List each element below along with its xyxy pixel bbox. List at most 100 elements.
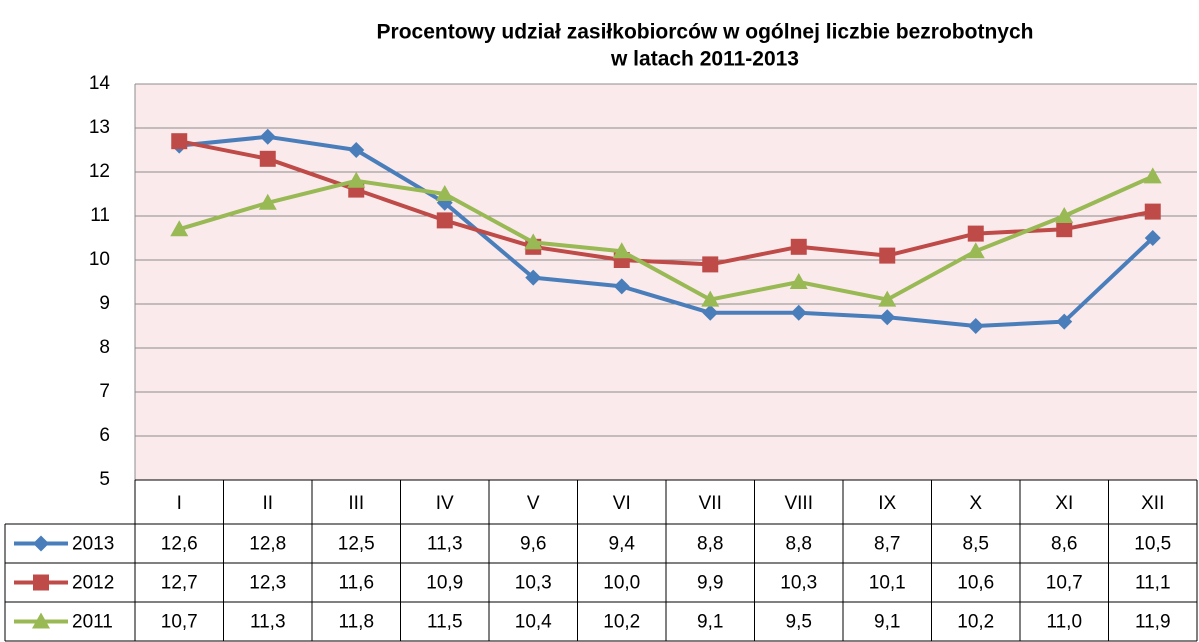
marker bbox=[878, 290, 897, 307]
marker bbox=[790, 304, 807, 321]
marker bbox=[1056, 221, 1073, 238]
marker bbox=[525, 269, 542, 286]
marker bbox=[1144, 203, 1161, 220]
marker bbox=[613, 278, 630, 295]
data-label: 12,3 bbox=[249, 573, 286, 594]
x-tick-label: II bbox=[262, 493, 273, 514]
data-label: 9,1 bbox=[697, 612, 723, 633]
series-line bbox=[178, 174, 1154, 302]
y-tick-label: 9 bbox=[99, 293, 110, 314]
x-tick-label: X bbox=[969, 493, 982, 514]
data-label: 8,7 bbox=[874, 534, 900, 555]
data-label: 10,5 bbox=[1134, 534, 1171, 555]
data-label: 10,4 bbox=[515, 612, 552, 633]
x-tick-label: IV bbox=[436, 493, 454, 514]
data-label: 10,7 bbox=[161, 612, 198, 633]
marker bbox=[967, 318, 984, 334]
marker bbox=[32, 612, 50, 629]
marker bbox=[879, 309, 896, 326]
chart-title: w latach 2011-2013 bbox=[610, 48, 799, 71]
data-label: 10,1 bbox=[869, 573, 906, 594]
data-label: 11,0 bbox=[1046, 612, 1082, 633]
y-tick-label: 8 bbox=[99, 337, 110, 358]
data-label: 9,6 bbox=[520, 534, 546, 555]
y-tick-label: 6 bbox=[99, 425, 110, 446]
data-label: 9,4 bbox=[609, 534, 636, 555]
marker bbox=[1143, 167, 1162, 184]
marker bbox=[259, 128, 276, 145]
series-line bbox=[179, 134, 1155, 328]
chart-title: Procentowy udział zasiłkobiorców w ogóln… bbox=[377, 21, 1034, 44]
data-label: 9,9 bbox=[697, 573, 723, 594]
data-label: 11,3 bbox=[250, 612, 286, 633]
x-tick-label: VII bbox=[699, 493, 722, 514]
marker bbox=[347, 171, 366, 188]
data-label: 12,7 bbox=[161, 573, 198, 594]
data-label: 11,1 bbox=[1135, 573, 1171, 594]
y-tick-label: 11 bbox=[90, 205, 110, 226]
marker bbox=[879, 247, 896, 264]
marker bbox=[1056, 313, 1073, 330]
marker bbox=[702, 304, 719, 321]
x-tick-label: XI bbox=[1055, 493, 1073, 514]
x-tick-label: VI bbox=[613, 493, 631, 514]
y-tick-label: 7 bbox=[99, 381, 110, 402]
data-label: 10,0 bbox=[603, 573, 640, 594]
marker bbox=[436, 212, 453, 229]
data-label: 10,2 bbox=[603, 612, 640, 633]
y-tick-label: 10 bbox=[89, 249, 110, 270]
marker bbox=[702, 256, 719, 273]
data-label: 8,8 bbox=[786, 534, 812, 555]
marker bbox=[524, 233, 543, 250]
data-label: 9,5 bbox=[786, 612, 812, 633]
legend-label: 2013 bbox=[72, 534, 114, 555]
data-label: 10,6 bbox=[957, 573, 994, 594]
marker bbox=[33, 535, 49, 552]
data-label: 11,3 bbox=[427, 534, 463, 555]
marker bbox=[259, 150, 276, 167]
marker bbox=[790, 238, 807, 255]
y-tick-label: 5 bbox=[99, 469, 110, 490]
x-tick-label: IX bbox=[878, 493, 896, 514]
marker bbox=[170, 220, 189, 237]
x-tick-label: III bbox=[348, 493, 364, 514]
data-label: 8,8 bbox=[697, 534, 723, 555]
data-label: 9,1 bbox=[874, 612, 900, 633]
y-tick-label: 14 bbox=[89, 73, 111, 94]
plot-area bbox=[135, 84, 1197, 480]
data-label: 12,6 bbox=[161, 534, 198, 555]
marker bbox=[1144, 230, 1161, 246]
marker bbox=[258, 193, 277, 210]
data-label: 12,8 bbox=[249, 534, 286, 555]
data-label: 8,5 bbox=[963, 534, 989, 555]
x-tick-label: VIII bbox=[784, 493, 813, 514]
data-label: 10,7 bbox=[1046, 573, 1083, 594]
data-label: 11,9 bbox=[1135, 612, 1171, 633]
marker bbox=[612, 242, 631, 259]
data-label: 12,5 bbox=[338, 534, 375, 555]
data-label: 10,2 bbox=[957, 612, 994, 633]
data-label: 11,6 bbox=[338, 573, 374, 594]
x-tick-label: V bbox=[527, 493, 540, 514]
marker bbox=[435, 185, 454, 201]
legend-label: 2011 bbox=[72, 612, 113, 633]
marker bbox=[171, 133, 188, 150]
y-tick-label: 13 bbox=[89, 117, 110, 138]
y-tick-label: 12 bbox=[89, 161, 110, 182]
marker bbox=[701, 290, 720, 307]
data-label: 8,6 bbox=[1051, 534, 1077, 555]
x-tick-label: I bbox=[177, 493, 182, 514]
data-label: 11,8 bbox=[338, 612, 374, 633]
data-label: 10,3 bbox=[780, 573, 817, 594]
legend-label: 2012 bbox=[72, 573, 114, 594]
data-label: 10,9 bbox=[426, 573, 463, 594]
marker bbox=[348, 142, 365, 158]
marker bbox=[967, 225, 984, 242]
marker bbox=[966, 242, 985, 259]
data-label: 10,3 bbox=[515, 573, 552, 594]
marker bbox=[789, 273, 808, 289]
x-tick-label: XII bbox=[1141, 493, 1164, 514]
data-label: 11,5 bbox=[427, 612, 463, 633]
marker bbox=[1055, 207, 1074, 223]
